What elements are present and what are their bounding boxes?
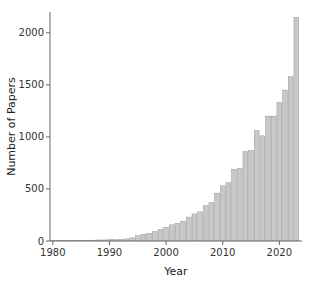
bar — [237, 168, 242, 241]
y-tick-label: 1500 — [19, 79, 44, 90]
bar — [198, 212, 203, 241]
bar — [254, 131, 259, 241]
bar — [169, 225, 174, 241]
bar — [215, 193, 220, 241]
bar — [220, 186, 225, 241]
x-tick — [222, 241, 223, 245]
y-tick-label: 1000 — [19, 131, 44, 142]
x-tick-label: 2020 — [267, 247, 292, 258]
bar — [283, 90, 288, 241]
bar — [226, 183, 231, 241]
bar — [266, 116, 271, 241]
y-tick — [46, 136, 50, 137]
bar — [147, 233, 152, 241]
bar — [164, 227, 169, 241]
bar — [158, 230, 163, 241]
x-tick — [279, 241, 280, 245]
x-axis-line — [50, 241, 302, 242]
bar — [186, 217, 191, 241]
bar — [203, 206, 208, 241]
bar — [152, 232, 157, 241]
bar — [271, 116, 276, 241]
x-tick-label: 2010 — [210, 247, 235, 258]
x-tick — [52, 241, 53, 245]
bar — [288, 77, 293, 241]
x-tick — [109, 241, 110, 245]
x-tick — [166, 241, 167, 245]
y-tick — [46, 32, 50, 33]
bar — [277, 103, 282, 241]
x-axis-label: Year — [163, 265, 188, 278]
y-tick — [46, 84, 50, 85]
bar — [181, 221, 186, 241]
bars — [50, 17, 298, 241]
y-tick-label: 2000 — [19, 27, 44, 38]
bar — [232, 169, 237, 241]
bar — [135, 236, 140, 241]
y-axis-label: Number of Papers — [5, 77, 18, 176]
y-axis-line — [50, 12, 51, 241]
bar — [243, 151, 248, 241]
bar — [294, 17, 299, 241]
bar — [192, 214, 197, 241]
x-tick-label: 1990 — [97, 247, 122, 258]
y-tick — [46, 188, 50, 189]
y-tick — [46, 241, 50, 242]
x-tick-label: 1980 — [40, 247, 65, 258]
x-tick-label: 2000 — [153, 247, 178, 258]
bar — [260, 136, 265, 241]
chart: 1980 1990 2000 2010 2020 0 500 1000 1500 2000 Year… — [0, 0, 312, 283]
bar — [209, 202, 214, 241]
y-tick-label: 0 — [38, 236, 44, 247]
bar — [175, 223, 180, 241]
bar — [141, 234, 146, 241]
y-tick-label: 500 — [25, 183, 44, 194]
bar — [249, 150, 254, 241]
